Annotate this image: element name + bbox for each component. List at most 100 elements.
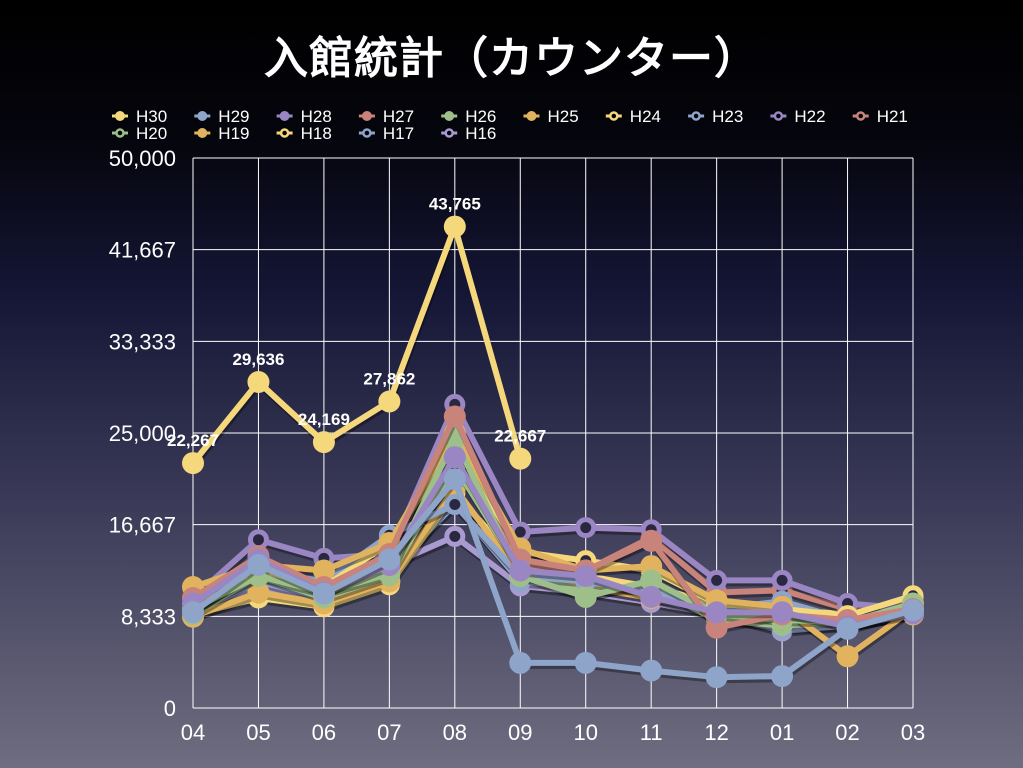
legend-marker-H16 (444, 128, 454, 138)
point-H28-10 (574, 565, 597, 587)
legend-marker-H28 (279, 111, 290, 121)
x-tick-label: 12 (704, 720, 728, 745)
point-H29-08 (443, 468, 466, 491)
point-H30-04 (182, 452, 204, 475)
series-H29 (182, 468, 924, 689)
point-H28-08 (443, 446, 466, 469)
legend-label-H16: H16 (465, 124, 496, 143)
legend-label-H29: H29 (218, 107, 249, 126)
y-tick-label: 50,000 (109, 146, 176, 171)
point-H30-05 (247, 371, 270, 394)
x-tick-label: 07 (377, 720, 401, 745)
legend-label-H23: H23 (712, 107, 743, 126)
point-H25-06 (312, 559, 335, 582)
legend-marker-H20 (115, 128, 125, 138)
legend-label-H20: H20 (136, 124, 167, 143)
legend-label-H27: H27 (383, 107, 414, 126)
legend-label-H19: H19 (218, 124, 249, 143)
point-H27-08 (443, 405, 466, 428)
legend-marker-H27 (361, 111, 372, 121)
point-H26-10 (574, 585, 597, 608)
x-tick-label: 08 (443, 720, 467, 745)
y-tick-label: 33,333 (109, 329, 176, 354)
legend-marker-H26 (444, 111, 455, 121)
x-tick-label: 04 (181, 720, 205, 745)
legend-marker-H23 (691, 111, 701, 121)
point-H22-12 (706, 569, 728, 591)
point-H29-05 (247, 554, 270, 576)
point-H16-08 (444, 525, 466, 547)
legend-label-H28: H28 (301, 107, 332, 126)
x-tick-label: 03 (901, 720, 925, 745)
x-tick-label: 11 (640, 720, 663, 745)
data-label-H30-09: 22,667 (494, 427, 546, 446)
legend-marker-H29 (197, 111, 208, 121)
y-tick-label: 16,667 (109, 513, 176, 538)
x-tick-label: 09 (508, 720, 532, 745)
y-tick-label: 8,333 (121, 604, 176, 629)
x-tick-label: 05 (246, 720, 270, 745)
point-H29-03 (902, 599, 924, 622)
point-H28-01 (771, 601, 794, 624)
point-H30-06 (312, 431, 335, 454)
legend-marker-H25 (526, 111, 537, 121)
legend-marker-H22 (773, 111, 784, 121)
legend-marker-H18 (279, 128, 290, 138)
x-tick-label: 02 (835, 720, 859, 745)
point-H19-05 (247, 581, 270, 604)
legend-marker-H24 (609, 111, 619, 121)
data-labels: 22,267 29,636 24,169 27,862 43,765 22,667 (167, 195, 546, 450)
data-label-H30-04: 22,267 (167, 431, 219, 450)
data-label-H30-08: 43,765 (429, 195, 481, 214)
point-H29-09 (509, 651, 532, 674)
legend-label-H26: H26 (465, 107, 496, 126)
x-tick-label: 06 (312, 720, 336, 745)
point-H29-06 (312, 582, 335, 605)
data-label-H30-06: 24,169 (298, 410, 350, 429)
legend-marker-H21 (855, 111, 866, 121)
axes: 0 8,333 16,667 25,000 33,333 41,667 50,000 04 05… (109, 146, 926, 745)
point-H28-09 (509, 559, 532, 582)
legend-label-H21: H21 (877, 107, 908, 126)
point-H29-02 (836, 617, 859, 640)
point-H29-12 (705, 666, 728, 689)
data-label-H30-07: 27,862 (363, 370, 415, 389)
legend-marker-H19 (197, 128, 208, 138)
x-tick-label: 01 (770, 720, 794, 745)
point-H30-09 (509, 447, 532, 470)
series-group (182, 215, 924, 689)
point-H29-04 (182, 601, 204, 624)
legend-label-H25: H25 (548, 107, 579, 126)
series-line-H22 (191, 401, 914, 612)
point-H30-08 (443, 215, 466, 238)
legend-label-H30: H30 (136, 107, 167, 126)
x-tick-label: 10 (573, 720, 597, 745)
legend-label-H17: H17 (383, 124, 414, 143)
point-H22-01 (771, 569, 793, 591)
point-H22-10 (575, 517, 597, 539)
legend-label-H18: H18 (301, 124, 332, 143)
series-H30 (182, 215, 532, 475)
y-tick-label: 41,667 (109, 238, 176, 263)
series-line-H30 (190, 223, 524, 465)
legend-marker-H17 (362, 128, 372, 138)
point-H29-01 (771, 665, 794, 688)
point-H27-12 (705, 616, 728, 639)
y-tick-label: 25,000 (109, 421, 176, 446)
point-H28-11 (640, 585, 663, 608)
point-H26-11 (640, 569, 663, 592)
series-H25 (182, 422, 924, 668)
legend: H30 H29 H28 H27 H26 H25 H24 H23 H22 H21 H20 H19 H18 H… (112, 107, 908, 143)
point-H29-10 (574, 651, 597, 674)
chart-title: 入館統計（カウンター） (264, 34, 759, 83)
series-shadow (191, 226, 525, 468)
data-label-H30-05: 29,636 (232, 350, 284, 369)
legend-marker-H30 (115, 111, 125, 121)
point-H28-12 (705, 601, 728, 624)
point-H25-02 (836, 645, 859, 668)
point-H30-07 (378, 390, 401, 413)
legend-label-H24: H24 (630, 107, 661, 126)
series-line-H29 (191, 476, 914, 681)
legend-label-H22: H22 (794, 107, 825, 126)
